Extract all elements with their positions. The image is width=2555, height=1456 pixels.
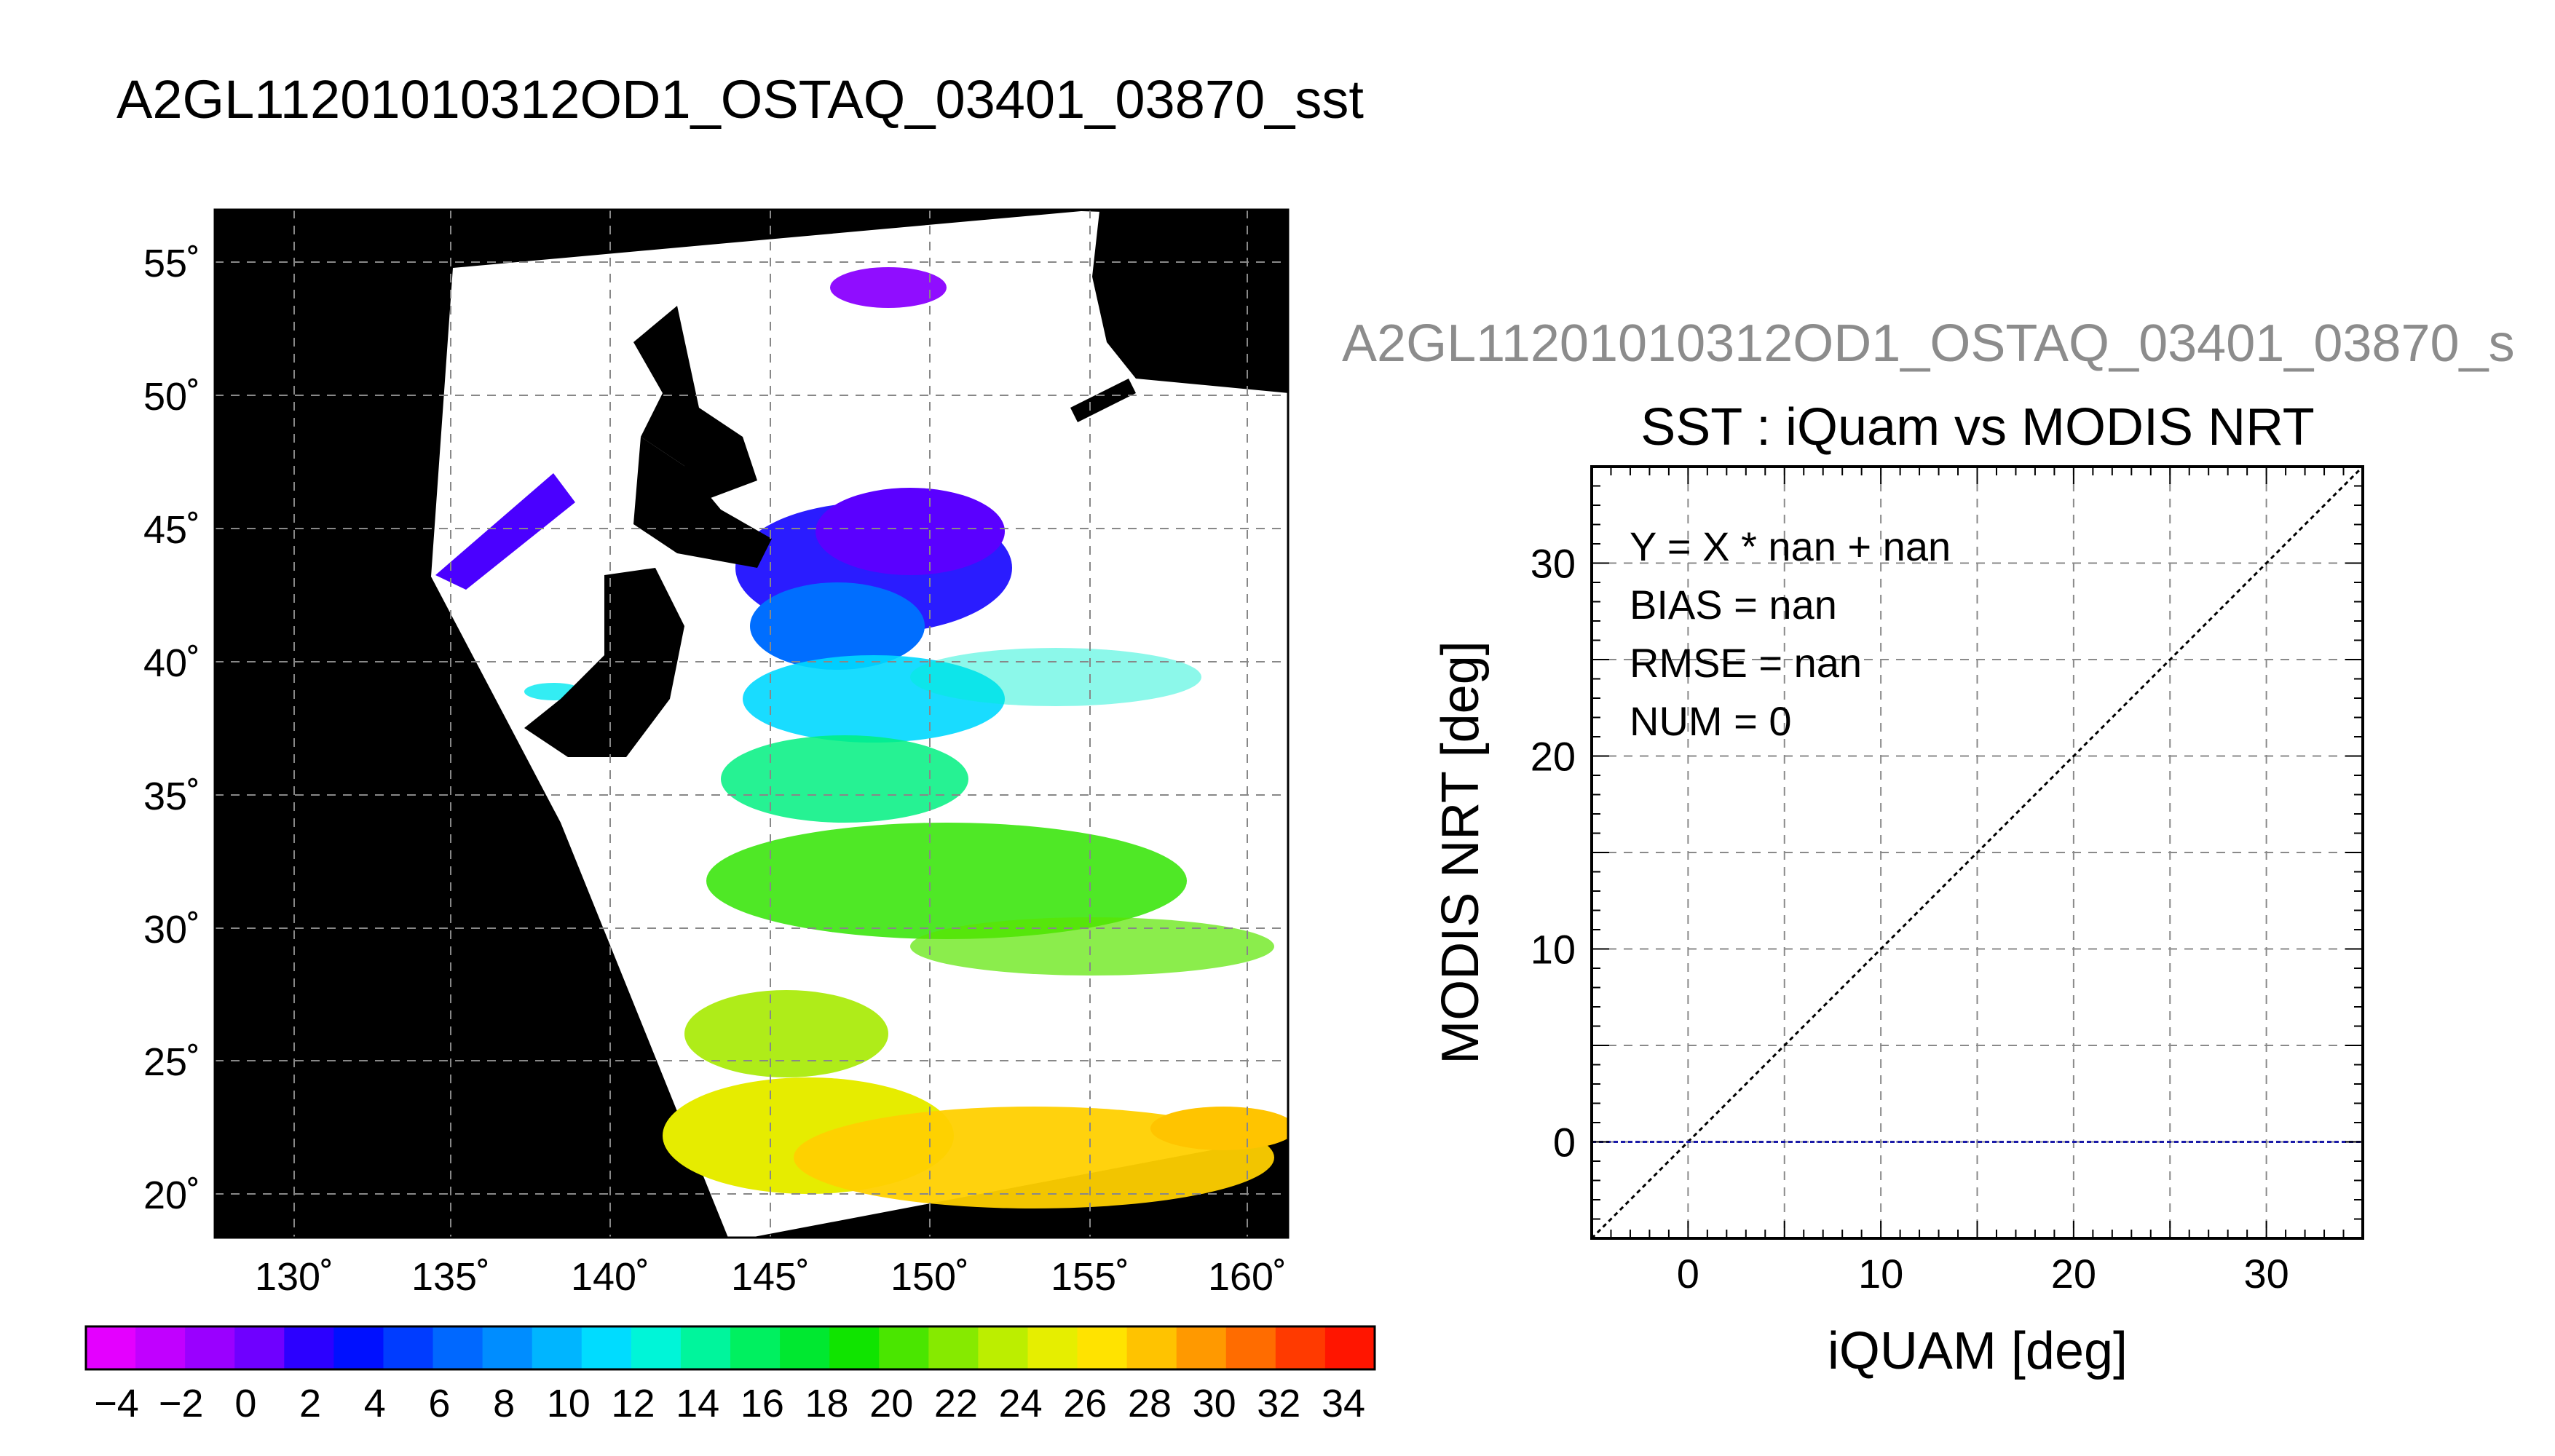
colorbar-swatch — [185, 1326, 235, 1369]
stats-box: Y = X * nan + nan BIAS = nan RMSE = nan … — [1630, 523, 1951, 744]
x-tick-label: 20 — [2051, 1251, 2096, 1297]
map-lat-labels: 55˚ 50˚ 45˚ 40˚ 35˚ 30˚ 25˚ 20˚ — [143, 242, 200, 1217]
colorbar-swatch — [532, 1326, 583, 1369]
colorbar-label: 14 — [676, 1382, 719, 1425]
stats-num: NUM = 0 — [1630, 698, 1792, 744]
colorbar-label: 6 — [428, 1382, 450, 1425]
stats-bias: BIAS = nan — [1630, 582, 1837, 628]
sst-color-field — [435, 267, 1288, 1208]
colorbar-label: 30 — [1193, 1382, 1236, 1425]
colorbar-swatch — [482, 1326, 533, 1369]
colorbar-label: 28 — [1128, 1382, 1172, 1425]
stats-rmse: RMSE = nan — [1630, 640, 1862, 686]
y-tick-label: 30 — [1531, 541, 1576, 587]
colorbar-swatch — [1324, 1326, 1375, 1369]
colorbar-swatch — [780, 1326, 830, 1369]
colorbar-label: 24 — [999, 1382, 1043, 1425]
colorbar-label: 26 — [1063, 1382, 1107, 1425]
colorbar-label: 34 — [1322, 1382, 1365, 1425]
y-tick-label: 0 — [1553, 1120, 1576, 1166]
colorbar-label: −4 — [94, 1382, 139, 1425]
chart-title: SST : iQuam vs MODIS NRT — [1640, 398, 2315, 456]
lat-tick-label: 50˚ — [143, 375, 200, 419]
colorbar-swatch — [86, 1326, 136, 1369]
colorbar — [86, 1326, 1375, 1369]
colorbar-swatch — [631, 1326, 682, 1369]
one-to-one-reference-line — [1592, 467, 2363, 1238]
colorbar-swatch — [1275, 1326, 1326, 1369]
colorbar-labels: −4 −2 0 2 4 6 8 10 12 14 16 18 20 22 24 26 28 30 32 34 — [94, 1382, 1365, 1425]
lat-tick-label: 45˚ — [143, 508, 200, 552]
plot-frame — [1590, 465, 2364, 1240]
x-tick-labels: 0 10 20 30 — [1677, 1251, 2289, 1297]
x-tick-label: 10 — [1858, 1251, 1903, 1297]
colorbar-label: 20 — [869, 1382, 913, 1425]
lat-tick-label: 35˚ — [143, 775, 200, 818]
colorbar-label: 8 — [493, 1382, 515, 1425]
colorbar-label: 22 — [934, 1382, 978, 1425]
colorbar-swatch — [1077, 1326, 1128, 1369]
colorbar-swatch — [928, 1326, 979, 1369]
colorbar-swatch — [1027, 1326, 1078, 1369]
lon-tick-label: 140˚ — [571, 1255, 649, 1299]
colorbar-label: 18 — [805, 1382, 848, 1425]
lon-tick-label: 155˚ — [1051, 1255, 1129, 1299]
colorbar-label: 16 — [741, 1382, 784, 1425]
sst-map: 55˚ 50˚ 45˚ 40˚ 35˚ 30˚ 25˚ 20˚ 130˚ 135… — [143, 208, 1290, 1299]
y-axis-label: MODIS NRT [deg] — [1431, 641, 1490, 1064]
colorbar-swatch — [234, 1326, 285, 1369]
scatter-plot: 0 10 20 30 0 10 20 30 Y = X * nan + nan BIAS =… — [1431, 465, 2364, 1380]
colorbar-label: 10 — [547, 1382, 591, 1425]
x-tick-label: 30 — [2243, 1251, 2289, 1297]
colorbar-label: 12 — [611, 1382, 655, 1425]
colorbar-swatch — [135, 1326, 186, 1369]
colorbar-label: 0 — [234, 1382, 256, 1425]
colorbar-swatch — [1225, 1326, 1276, 1369]
colorbar-label: 4 — [364, 1382, 386, 1425]
colorbar-label: 32 — [1257, 1382, 1300, 1425]
plot-grid — [1592, 467, 2363, 1238]
plot-lines — [1592, 467, 2363, 1238]
x-tick-label: 0 — [1677, 1251, 1699, 1297]
colorbar-swatch — [383, 1326, 434, 1369]
lat-tick-label: 55˚ — [143, 242, 200, 285]
lat-tick-label: 40˚ — [143, 641, 200, 685]
colorbar-swatch — [1176, 1326, 1227, 1369]
scatter-panel-title: A2GL11201010312OD1_OSTAQ_03401_03870_s — [1342, 314, 2515, 373]
y-tick-label: 20 — [1531, 734, 1576, 780]
colorbar-swatch — [978, 1326, 1028, 1369]
colorbar-swatch — [829, 1326, 880, 1369]
colorbar-swatch — [730, 1326, 781, 1369]
map-grid — [215, 210, 1288, 1238]
colorbar-swatch — [433, 1326, 483, 1369]
colorbar-label: −2 — [159, 1382, 204, 1425]
x-axis-label: iQUAM [deg] — [1828, 1322, 2128, 1380]
colorbar-swatch — [879, 1326, 929, 1369]
lat-tick-label: 20˚ — [143, 1174, 200, 1217]
lon-tick-label: 150˚ — [891, 1255, 969, 1299]
lon-tick-label: 145˚ — [731, 1255, 810, 1299]
colorbar-swatch — [1126, 1326, 1177, 1369]
lat-tick-label: 30˚ — [143, 908, 200, 951]
colorbar-swatch — [581, 1326, 632, 1369]
lat-tick-label: 25˚ — [143, 1040, 200, 1084]
lon-tick-label: 130˚ — [255, 1255, 333, 1299]
colorbar-swatch — [333, 1326, 384, 1369]
colorbar-swatch — [680, 1326, 731, 1369]
lon-tick-label: 160˚ — [1208, 1255, 1287, 1299]
stats-regression: Y = X * nan + nan — [1630, 523, 1951, 569]
y-tick-labels: 0 10 20 30 — [1531, 541, 1576, 1166]
lon-tick-label: 135˚ — [411, 1255, 490, 1299]
map-lon-labels: 130˚ 135˚ 140˚ 145˚ 150˚ 155˚ 160˚ — [255, 1255, 1287, 1299]
map-frame — [213, 208, 1290, 1239]
figure-title: A2GL11201010312OD1_OSTAQ_03401_03870_sst — [117, 69, 1364, 130]
y-tick-label: 10 — [1531, 927, 1576, 973]
colorbar-label: 2 — [299, 1382, 321, 1425]
colorbar-frame — [84, 1325, 1376, 1371]
colorbar-swatch — [284, 1326, 334, 1369]
